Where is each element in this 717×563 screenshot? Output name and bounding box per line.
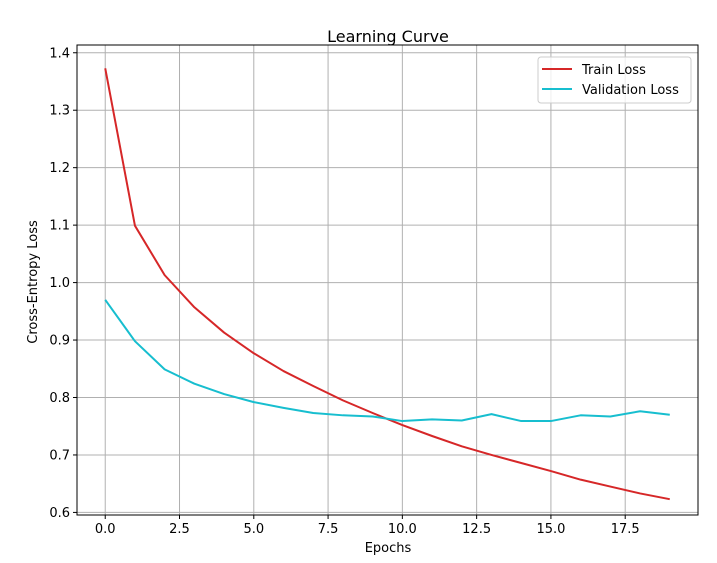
legend-box [537,56,692,104]
y-tick-label: 1.3 [49,104,70,119]
x-tick-label: 0.0 [95,522,116,537]
legend: Train Loss Validation Loss [537,56,692,104]
legend-label-train-loss: Train Loss [581,63,646,78]
series-lines [104,68,670,501]
y-tick-label: 0.8 [49,391,70,406]
series-line-validation-loss [104,299,670,423]
x-tick-label: 2.5 [169,522,190,537]
y-tick-label: 0.6 [49,506,70,521]
y-tick-label: 1.4 [49,46,70,61]
chart-title: Learning Curve [327,27,449,46]
y-tick-label: 1.2 [49,161,70,176]
y-axis-ticks: 0.6 0.7 0.8 0.9 1.0 1.1 1.2 1.3 1.4 [49,46,77,521]
y-tick-label: 0.9 [49,334,70,349]
x-tick-label: 7.5 [318,522,339,537]
y-tick-label: 1.1 [49,219,70,234]
x-axis-ticks: 0.0 2.5 5.0 7.5 10.0 12.5 15.0 17.5 [95,515,640,537]
x-axis-label: Epochs [365,541,412,556]
x-tick-label: 17.5 [611,522,640,537]
y-tick-label: 0.7 [49,448,70,463]
y-axis-label: Cross-Entropy Loss [26,220,41,344]
x-tick-label: 5.0 [243,522,264,537]
x-tick-label: 15.0 [536,522,565,537]
grid [77,45,698,515]
legend-label-validation-loss: Validation Loss [582,83,679,98]
plot-frame [76,44,699,516]
x-tick-label: 12.5 [462,522,491,537]
y-tick-label: 1.0 [49,276,70,291]
x-tick-label: 10.0 [388,522,417,537]
